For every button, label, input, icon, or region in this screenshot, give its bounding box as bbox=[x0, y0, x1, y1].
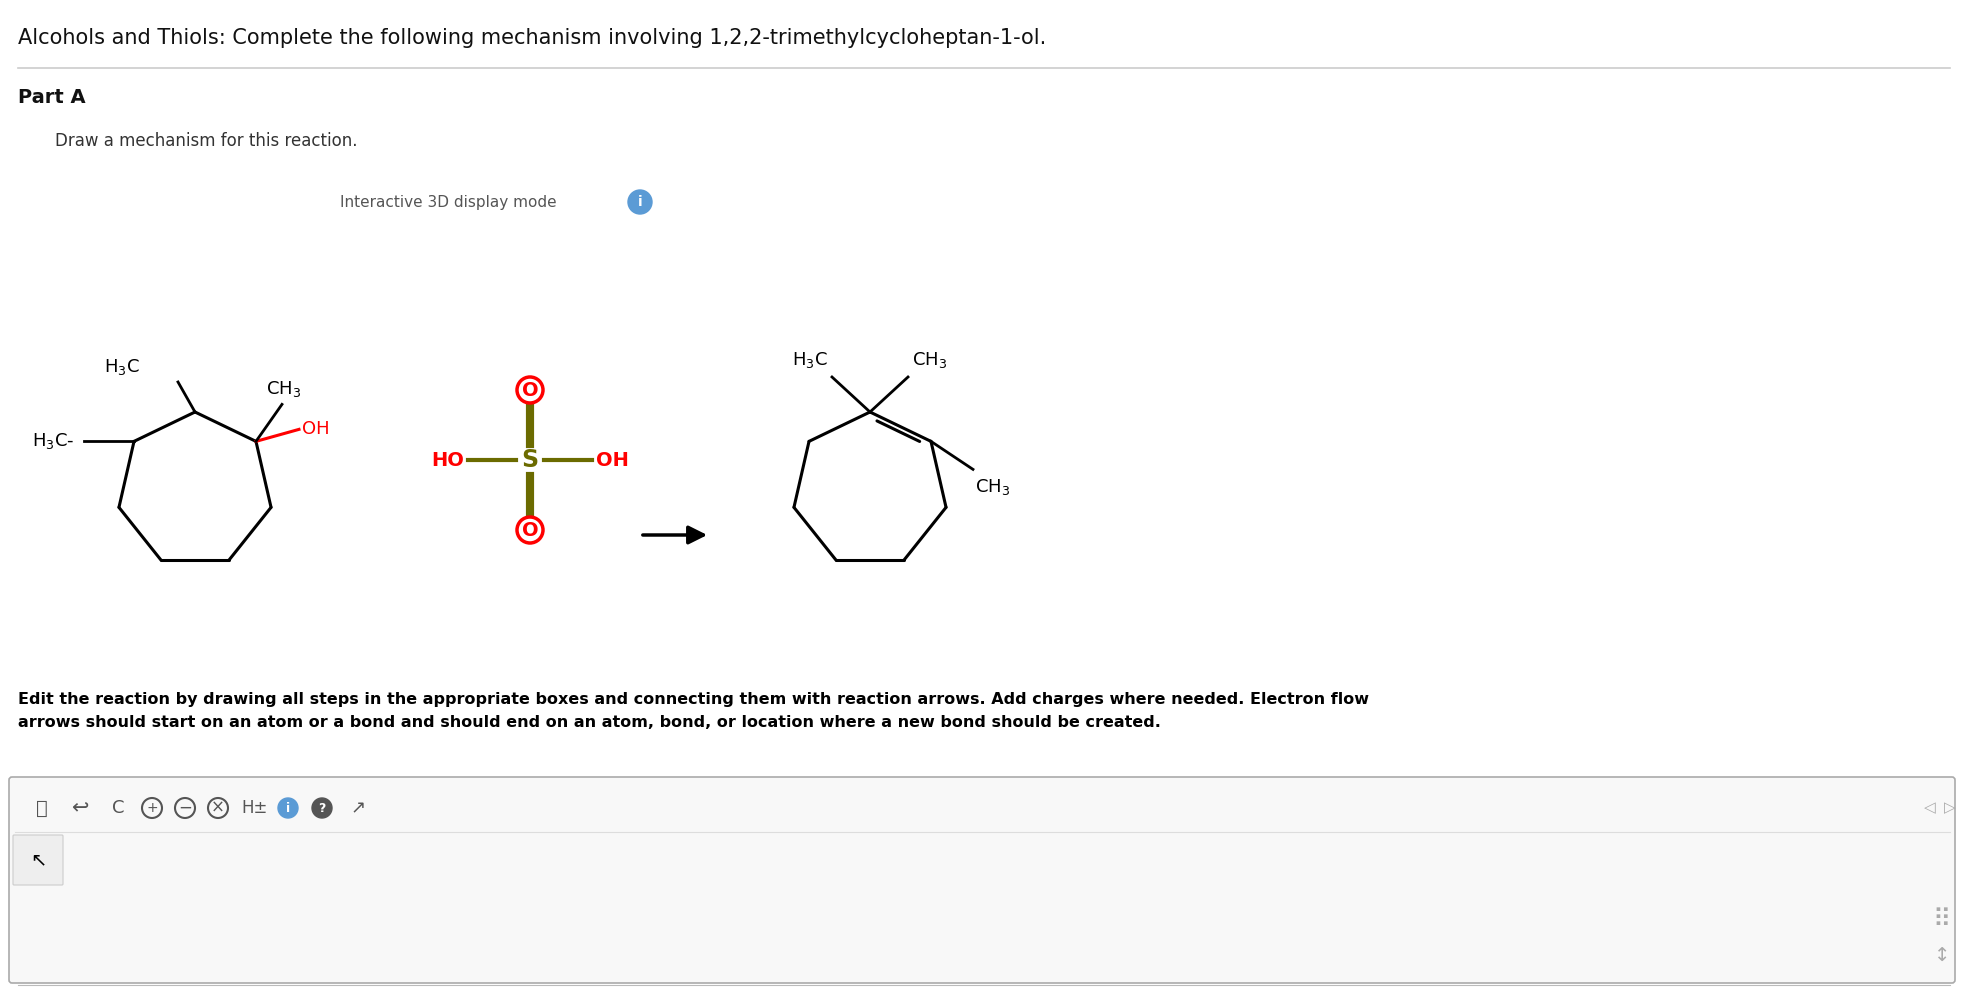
Text: Part A: Part A bbox=[18, 88, 87, 107]
Text: ▷: ▷ bbox=[1944, 800, 1956, 815]
Text: ↗: ↗ bbox=[350, 799, 366, 817]
Text: C: C bbox=[112, 799, 124, 817]
Text: CH$_3$: CH$_3$ bbox=[266, 380, 301, 400]
FancyBboxPatch shape bbox=[10, 777, 1954, 983]
Text: ↕: ↕ bbox=[1935, 945, 1950, 964]
Text: H$_3$C-: H$_3$C- bbox=[31, 431, 75, 451]
Text: O: O bbox=[522, 521, 539, 540]
Text: H$_3$C: H$_3$C bbox=[793, 350, 829, 370]
Text: Edit the reaction by drawing all steps in the appropriate boxes and connecting t: Edit the reaction by drawing all steps i… bbox=[18, 692, 1370, 731]
Text: 🗋: 🗋 bbox=[35, 798, 47, 817]
Text: +: + bbox=[146, 801, 157, 815]
FancyBboxPatch shape bbox=[14, 835, 63, 885]
Text: OH: OH bbox=[596, 450, 630, 469]
Text: i: i bbox=[285, 801, 289, 814]
Text: OH: OH bbox=[301, 420, 329, 438]
Circle shape bbox=[628, 190, 651, 214]
Text: S: S bbox=[522, 448, 539, 472]
Text: Draw a mechanism for this reaction.: Draw a mechanism for this reaction. bbox=[55, 132, 358, 150]
Text: Interactive 3D display mode: Interactive 3D display mode bbox=[340, 195, 557, 210]
Text: CH$_3$: CH$_3$ bbox=[911, 350, 947, 370]
Text: ?: ? bbox=[319, 801, 325, 814]
Text: H±: H± bbox=[242, 799, 268, 817]
Text: ◁: ◁ bbox=[1925, 800, 1937, 815]
Text: O: O bbox=[522, 381, 539, 400]
Text: i: i bbox=[638, 195, 642, 209]
Circle shape bbox=[277, 798, 297, 818]
Text: ↩: ↩ bbox=[71, 798, 89, 818]
Circle shape bbox=[313, 798, 333, 818]
Text: HO: HO bbox=[431, 450, 464, 469]
Text: Alcohols and Thiols: Complete the following mechanism involving 1,2,2-trimethylc: Alcohols and Thiols: Complete the follow… bbox=[18, 28, 1047, 48]
Text: ↖: ↖ bbox=[30, 851, 45, 870]
Text: CH$_3$: CH$_3$ bbox=[974, 477, 1010, 497]
Text: −: − bbox=[177, 799, 193, 817]
Text: ×: × bbox=[211, 799, 224, 817]
Text: ⠿: ⠿ bbox=[1933, 908, 1950, 932]
Text: H$_3$C: H$_3$C bbox=[104, 357, 140, 377]
